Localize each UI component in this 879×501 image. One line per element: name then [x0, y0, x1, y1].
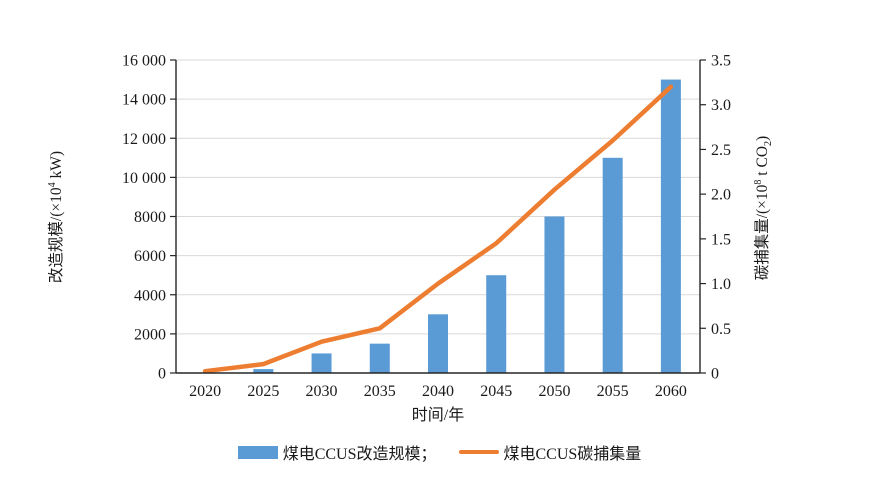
x-axis-tick-label: 2030 — [306, 383, 338, 400]
bar-2055 — [602, 157, 623, 373]
right-axis-tick-label: 3.5 — [711, 53, 731, 70]
right-axis-title-close: ) — [753, 135, 771, 141]
left-axis-tick-label: 4000 — [134, 287, 166, 304]
bar-2060 — [660, 79, 681, 373]
line-series-swatch-icon — [458, 450, 499, 454]
bar-2030 — [311, 353, 332, 373]
axes — [170, 59, 706, 374]
x-axis-tick-label: 2050 — [538, 383, 570, 400]
right-axis-tick-label: 1.5 — [711, 231, 731, 248]
right-axis-tick-label: 2.0 — [711, 187, 731, 204]
bar-2040 — [428, 314, 448, 373]
bar-2045 — [486, 275, 507, 373]
tick-labels: 0 2000 4000 6000 8000 10 000 12 000 14 000 16 00… — [122, 53, 731, 401]
right-axis-tick-label: 1.0 — [711, 276, 731, 293]
bar-2025 — [253, 369, 274, 373]
left-axis-tick-label: 8000 — [134, 209, 166, 226]
left-axis-tick-label: 0 — [158, 366, 166, 383]
right-axis-tick-label: 2.5 — [711, 142, 731, 159]
right-axis-title-unit: t CO — [753, 145, 771, 180]
right-axis-title-sub: 2 — [763, 140, 775, 146]
left-axis-title-text: 改造规模/(×10 — [48, 187, 65, 284]
right-axis-tick-label: 0 — [711, 366, 719, 383]
legend-item-bar-series: 煤电CCUS改造规模； — [237, 440, 437, 464]
x-axis-tick-label: 2020 — [189, 383, 221, 400]
chart-legend: 煤电CCUS改造规模； 煤电CCUS碳捕集量 — [0, 440, 879, 464]
x-axis-tick-label: 2060 — [655, 383, 687, 400]
left-axis-tick-label: 16 000 — [122, 53, 166, 70]
bar-2035 — [369, 343, 390, 373]
legend-label-bar-series: 煤电CCUS改造规模； — [282, 446, 437, 463]
right-axis-tick-label: 3.0 — [711, 97, 731, 114]
right-axis-title-sup: 8 — [752, 179, 764, 185]
left-axis-tick-label: 6000 — [134, 248, 166, 265]
left-axis-tick-label: 10 000 — [122, 170, 166, 187]
x-axis-tick-label: 2055 — [597, 383, 629, 400]
legend-label-line-series: 煤电CCUS碳捕集量 — [503, 446, 642, 463]
x-axis-tick-label: 2035 — [364, 383, 396, 400]
left-axis-title: 改造规模/(×104 kW) — [44, 47, 66, 387]
x-axis-tick-label: 2040 — [422, 383, 454, 400]
x-axis-tick-label: 2025 — [247, 383, 279, 400]
left-axis-tick-label: 12 000 — [122, 131, 166, 148]
bar-2050 — [544, 216, 565, 373]
line-series — [202, 84, 674, 374]
right-axis-tick-label: 0.5 — [711, 321, 731, 338]
bar-series — [253, 79, 681, 373]
gridlines — [176, 59, 700, 335]
left-axis-title-unit: kW) — [48, 150, 65, 183]
right-axis-title: 碳捕集量/(×108 t CO2) — [750, 38, 774, 378]
left-axis-tick-label: 14 000 — [122, 92, 166, 109]
x-axis-title: 时间/年 — [411, 407, 465, 424]
right-axis-title-text: 碳捕集量/(×10 — [753, 184, 771, 281]
x-axis-tick-label: 2045 — [480, 383, 512, 400]
bar-series-swatch-icon — [237, 445, 278, 459]
left-axis-title-sup: 4 — [46, 182, 58, 188]
left-axis-tick-label: 2000 — [134, 326, 166, 343]
legend-item-line-series: 煤电CCUS碳捕集量 — [458, 440, 642, 464]
